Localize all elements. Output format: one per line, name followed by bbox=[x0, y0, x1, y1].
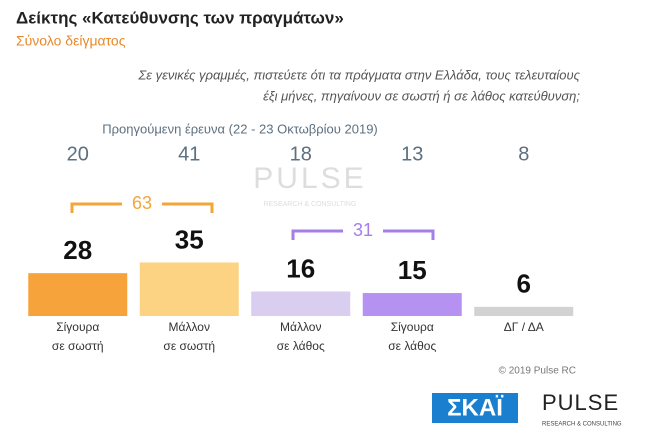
previous-value: 13 bbox=[401, 143, 423, 165]
value-label: 28 bbox=[63, 235, 92, 265]
chart-title: Δείκτης «Κατεύθυνσης των πραγμάτων» bbox=[16, 8, 344, 27]
x-tick-label: Μάλλον bbox=[280, 320, 321, 334]
logo: PULSE bbox=[542, 390, 619, 415]
question: Σε γενικές γραμμές, πιστεύετε ότι τα πρά… bbox=[137, 67, 580, 82]
x-tick-label: σε σωστή bbox=[52, 339, 104, 353]
x-tick-label: σε σωστή bbox=[163, 339, 215, 353]
watermark: PULSE bbox=[253, 162, 366, 195]
previous-value: 8 bbox=[518, 143, 529, 165]
legend-entry: Προηγούμενη έρευνα (22 - 23 Οκτωβρίου 20… bbox=[102, 121, 378, 136]
x-tick-label: Σίγουρα bbox=[56, 320, 99, 334]
x-tick-label: ΔΓ / ΔΑ bbox=[504, 320, 544, 334]
question: έξι μήνες, πηγαίνουν σε σωστή ή σε λάθος… bbox=[263, 88, 580, 103]
logo: ΣΚΑΪ bbox=[447, 394, 504, 421]
value-label: 16 bbox=[286, 253, 315, 283]
previous-value: 18 bbox=[290, 143, 312, 165]
bar bbox=[28, 273, 128, 316]
watermark: RESEARCH & CONSULTING bbox=[264, 201, 357, 208]
value-label: 15 bbox=[398, 255, 427, 285]
logo: RESEARCH & CONSULTING bbox=[542, 422, 622, 428]
value-label: 6 bbox=[517, 269, 531, 299]
copyright: © 2019 Pulse RC bbox=[499, 366, 576, 377]
x-tick-label: σε λάθος bbox=[388, 339, 436, 353]
bar bbox=[251, 291, 351, 316]
chart-subtitle: Σύνολο δείγματος bbox=[16, 33, 126, 49]
previous-value: 41 bbox=[178, 143, 200, 165]
x-tick-label: σε λάθος bbox=[277, 339, 325, 353]
bar bbox=[139, 262, 239, 316]
x-tick-label: Μάλλον bbox=[169, 320, 210, 334]
bracket bbox=[70, 202, 214, 213]
bracket-label: 63 bbox=[132, 193, 152, 213]
bar bbox=[474, 306, 574, 316]
previous-value: 20 bbox=[67, 143, 89, 165]
bracket-label: 31 bbox=[353, 220, 373, 240]
value-label: 35 bbox=[175, 224, 204, 254]
x-tick-label: Σίγουρα bbox=[391, 320, 434, 334]
bracket bbox=[291, 229, 435, 240]
bar bbox=[362, 293, 462, 316]
logo-box bbox=[432, 393, 518, 423]
